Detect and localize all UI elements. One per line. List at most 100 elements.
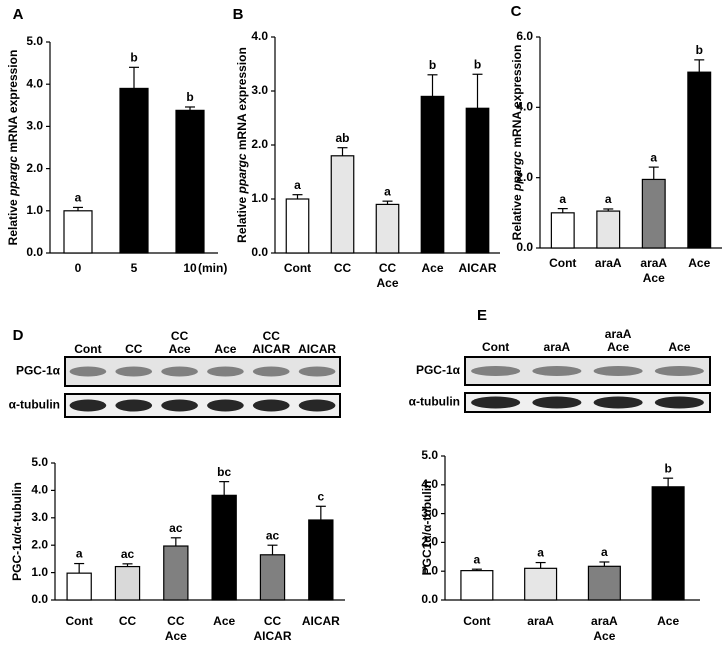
y-tick-label: 2.0 bbox=[251, 137, 268, 151]
x-tick-label: 5 bbox=[131, 261, 138, 275]
lane-label: Cont bbox=[74, 342, 101, 356]
significance-letter: a bbox=[474, 552, 481, 566]
y-tick-label: 6.0 bbox=[516, 29, 533, 43]
y-axis-label: PGC-1α/α-tubulin bbox=[10, 482, 24, 581]
y-tick-label: 2.0 bbox=[421, 535, 438, 549]
blot-band bbox=[532, 366, 582, 376]
x-tick-label: CC bbox=[264, 614, 282, 628]
blot-row-label: α-tubulin bbox=[9, 398, 60, 412]
x-tick-label: Ace bbox=[643, 271, 665, 285]
bar bbox=[330, 155, 355, 254]
y-tick-label: 4.0 bbox=[421, 477, 438, 491]
lane-label: Ace bbox=[607, 340, 629, 354]
blot-row-label: α-tubulin bbox=[409, 395, 460, 409]
blot-band bbox=[593, 396, 643, 409]
bar bbox=[651, 486, 685, 601]
blot-band bbox=[298, 399, 336, 412]
lane-label: Ace bbox=[214, 342, 236, 356]
significance-letter: b bbox=[696, 43, 703, 57]
lane-label: AICAR bbox=[252, 342, 290, 356]
y-tick-label: 5.0 bbox=[26, 34, 43, 48]
bar bbox=[641, 178, 666, 249]
bar bbox=[114, 565, 141, 601]
x-tick-label: AICAR bbox=[254, 629, 292, 643]
y-tick-label: 0.0 bbox=[31, 592, 48, 606]
bar bbox=[63, 210, 93, 254]
y-tick-label: 3.0 bbox=[31, 510, 48, 524]
significance-letter: a bbox=[294, 178, 301, 192]
significance-letter: b bbox=[130, 50, 137, 64]
blot-band bbox=[69, 399, 107, 412]
significance-letter: a bbox=[601, 545, 608, 559]
blot-frame bbox=[64, 356, 341, 387]
lane-label: araA bbox=[605, 327, 632, 341]
y-axis-label-part: Relative bbox=[6, 196, 20, 245]
bar bbox=[550, 212, 575, 249]
y-tick-label: 2.0 bbox=[26, 161, 43, 175]
x-tick-label: AICAR bbox=[302, 614, 340, 628]
y-tick-label: 1.0 bbox=[26, 203, 43, 217]
blot-band bbox=[69, 366, 107, 377]
y-tick-label: 2.0 bbox=[516, 170, 533, 184]
bar bbox=[211, 494, 237, 601]
panel-label: A bbox=[13, 6, 24, 23]
lane-label: CC bbox=[263, 329, 281, 343]
blot-row-label: PGC-1α bbox=[16, 364, 61, 378]
bar bbox=[66, 572, 92, 601]
y-tick-label: 1.0 bbox=[251, 191, 268, 205]
x-tick-label: Ace bbox=[421, 261, 443, 275]
significance-letter: b bbox=[664, 461, 671, 475]
y-tick-label: 2.0 bbox=[31, 537, 48, 551]
y-tick-label: 4.0 bbox=[251, 29, 268, 43]
x-tick-label: araA bbox=[527, 614, 554, 628]
bar bbox=[460, 570, 494, 601]
y-tick-label: 5.0 bbox=[421, 448, 438, 462]
lane-label: CC bbox=[171, 329, 189, 343]
blot-band bbox=[252, 399, 290, 412]
y-tick-label: 3.0 bbox=[251, 83, 268, 97]
blot-band bbox=[252, 366, 290, 377]
x-tick-label: Cont bbox=[463, 614, 490, 628]
blot-band bbox=[471, 396, 521, 409]
x-tick-label: Ace bbox=[657, 614, 679, 628]
x-tick-label: Ace bbox=[593, 629, 615, 643]
y-axis-label: Relative ppargc mRNA expression bbox=[6, 50, 20, 246]
significance-letter: b bbox=[186, 90, 193, 104]
y-axis-label: PGC1α/α-tubulin bbox=[420, 481, 434, 576]
significance-letter: a bbox=[650, 150, 657, 164]
panel-label: B bbox=[233, 6, 244, 23]
lane-label: Ace bbox=[169, 342, 191, 356]
x-tick-label: Cont bbox=[549, 256, 576, 270]
x-tick-label: Ace bbox=[165, 629, 187, 643]
significance-letter: a bbox=[75, 191, 82, 205]
bar bbox=[596, 210, 621, 249]
blot-band bbox=[115, 366, 153, 377]
y-axis-label-part: Relative bbox=[510, 191, 524, 240]
x-tick-label: araA bbox=[591, 614, 618, 628]
y-tick-label: 0.0 bbox=[251, 245, 268, 259]
y-tick-label: 1.0 bbox=[31, 565, 48, 579]
blot-band bbox=[593, 366, 643, 376]
significance-letter: a bbox=[384, 184, 391, 198]
y-tick-label: 4.0 bbox=[26, 76, 43, 90]
x-tick-label: araA bbox=[595, 256, 622, 270]
y-tick-label: 0.0 bbox=[26, 245, 43, 259]
x-tick-label: 0 bbox=[75, 261, 82, 275]
x-tick-label: CC bbox=[379, 261, 397, 275]
y-axis-label-part: ppargc bbox=[510, 151, 524, 192]
bar bbox=[175, 109, 205, 254]
lane-label: Ace bbox=[668, 340, 690, 354]
x-tick-label: Cont bbox=[66, 614, 93, 628]
y-tick-label: 0.0 bbox=[421, 592, 438, 606]
bar bbox=[465, 107, 490, 254]
y-axis-label-part: mRNA expression bbox=[235, 47, 249, 153]
significance-letter: ab bbox=[335, 131, 349, 145]
blot-frame bbox=[64, 393, 341, 418]
y-axis-label: Relative ppargc mRNA expression bbox=[510, 45, 524, 241]
bar bbox=[119, 87, 149, 254]
y-axis-label-part: Relative bbox=[235, 193, 249, 242]
bar bbox=[687, 71, 712, 249]
panel-label: D bbox=[13, 327, 24, 344]
x-tick-label: Ace bbox=[376, 276, 398, 290]
significance-letter: ac bbox=[266, 528, 280, 542]
